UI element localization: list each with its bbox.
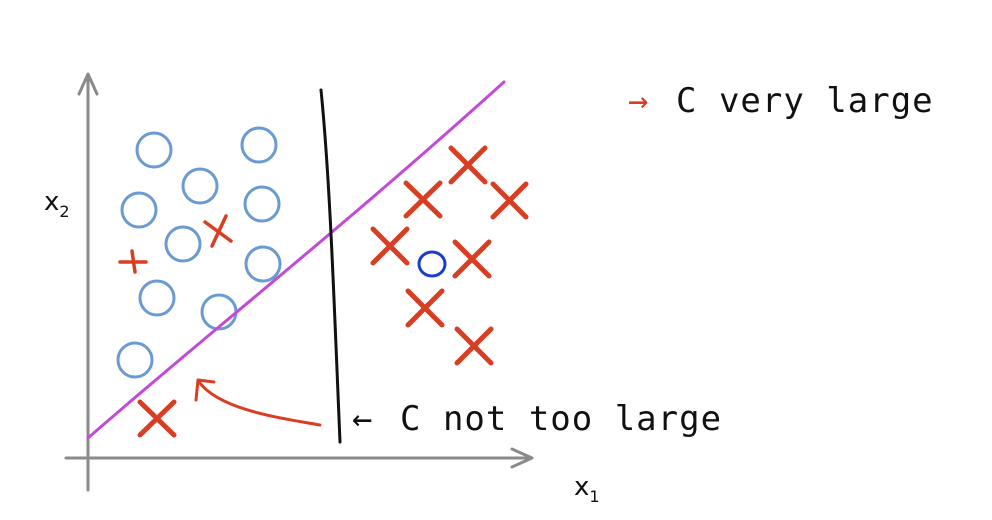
cross-marker [490, 181, 529, 220]
outlier-cross-marker [203, 214, 233, 248]
cross-markers [137, 145, 529, 438]
outlier-cross-markers [118, 214, 233, 274]
y-axis-arrowhead-icon [77, 72, 99, 96]
circle-marker [240, 126, 278, 164]
annotation-left-arrow-icon: ← [352, 399, 373, 439]
circle-marker [120, 191, 158, 229]
cross-marker [454, 326, 494, 366]
x-axis-arrowhead-icon [510, 447, 534, 469]
cross-marker [405, 288, 445, 328]
x-axis-label-main: x [574, 472, 589, 502]
outlier-cross-marker [118, 249, 148, 274]
circle-marker [244, 245, 282, 283]
magenta-decision-boundary [86, 80, 506, 440]
circle-markers [116, 126, 282, 379]
x-axis-label-subscript: 1 [589, 487, 599, 506]
y-axis-label-main: x [44, 187, 59, 217]
circle-marker [138, 279, 176, 317]
x-axis-label: x1 [574, 472, 600, 506]
circle-marker [243, 185, 281, 223]
circle-marker [164, 225, 202, 263]
annotation-arrow-icon: → [628, 81, 649, 121]
annotation-c-not-too-large-text: C not too large [400, 399, 722, 439]
black-decision-boundary [319, 88, 342, 444]
circle-marker [135, 131, 173, 169]
outlier-circle-marker [417, 250, 447, 278]
annotation-c-very-large: → C very large [628, 81, 934, 121]
cross-marker [448, 145, 488, 185]
cross-marker [370, 226, 410, 266]
y-axis-label: x2 [44, 187, 70, 221]
circle-marker [200, 293, 238, 331]
axes [64, 72, 534, 492]
cross-marker [403, 180, 443, 219]
annotation-c-not-too-large: ← C not too large [352, 399, 722, 439]
circle-marker [181, 167, 219, 205]
circle-marker [116, 341, 154, 379]
y-axis-label-subscript: 2 [59, 202, 69, 221]
cross-marker [137, 399, 177, 438]
curved-arrow-icon [194, 378, 322, 427]
cross-marker [452, 239, 492, 279]
annotation-c-very-large-text: C very large [676, 81, 934, 121]
